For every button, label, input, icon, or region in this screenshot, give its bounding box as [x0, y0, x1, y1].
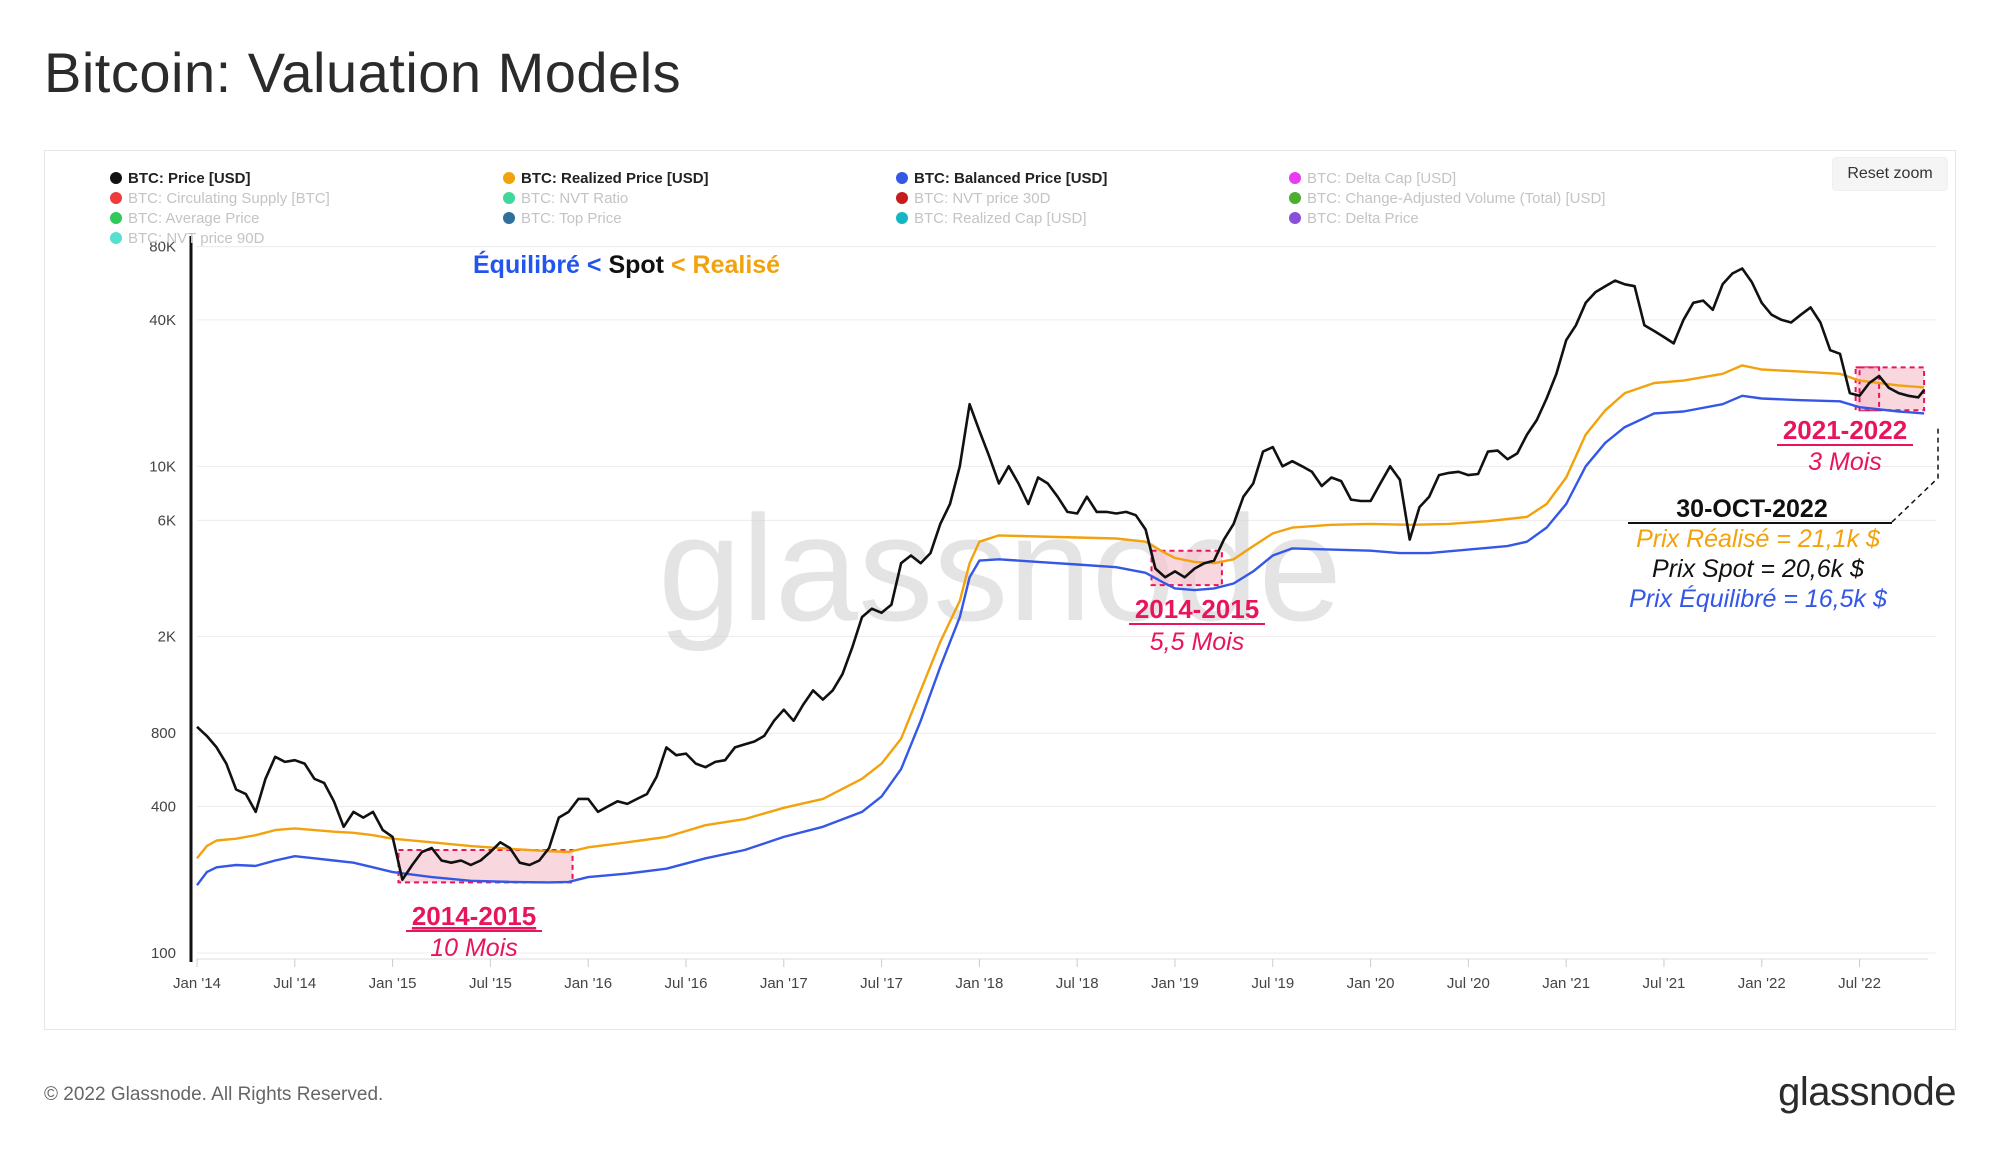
grid-layer — [197, 246, 1936, 954]
page-title: Bitcoin: Valuation Models — [44, 41, 682, 104]
legend-marker-icon — [110, 192, 122, 204]
legend-marker-icon — [503, 172, 515, 184]
x-tick-label: Jan '18 — [955, 975, 1003, 992]
box2-title: 2014-2015 — [1135, 594, 1259, 624]
legend-item[interactable]: BTC: Average Price — [110, 210, 259, 227]
y-axis-ticks: 100 400 800 2K 6K 10K 40K 80K — [149, 239, 176, 962]
x-tick-label: Jan '14 — [173, 975, 221, 992]
x-tick-label: Jul '16 — [665, 975, 708, 992]
legend-item[interactable]: BTC: Realized Cap [USD] — [896, 210, 1087, 227]
legend-label: BTC: Average Price — [128, 210, 259, 227]
legend-marker-icon — [503, 192, 515, 204]
series-line-balanced-price — [196, 394, 1925, 886]
box2-duration: 5,5 Mois — [1150, 628, 1244, 656]
bear-box-3b — [1858, 366, 1881, 412]
balanced-price-label: Prix Équilibré = 16,5k $ — [1629, 584, 1888, 613]
x-tick-label: Jul '21 — [1643, 975, 1686, 992]
legend-label: BTC: NVT price 90D — [128, 230, 265, 247]
box1-duration: 10 Mois — [430, 934, 518, 962]
series-line-realized-price — [196, 364, 1925, 860]
legend-label: BTC: Circulating Supply [BTC] — [128, 190, 330, 207]
legend-item[interactable]: BTC: NVT Ratio — [503, 190, 628, 207]
legend-marker-icon — [896, 192, 908, 204]
x-tick-label: Jul '18 — [1056, 975, 1099, 992]
date-label: 30-OCT-2022 — [1676, 495, 1827, 523]
y-tick-label: 10K — [149, 458, 176, 475]
series-layer — [196, 267, 1926, 886]
glassnode-logo: glassnode — [1778, 1070, 1956, 1114]
x-tick-label: Jul '17 — [860, 975, 903, 992]
legend-item[interactable]: BTC: NVT price 90D — [110, 230, 265, 247]
y-tick-label: 6K — [158, 512, 176, 529]
legend-marker-icon — [1289, 212, 1301, 224]
legend-item[interactable]: BTC: Delta Cap [USD] — [1289, 170, 1456, 187]
legend-item[interactable]: BTC: NVT price 30D — [896, 190, 1051, 207]
copyright: © 2022 Glassnode. All Rights Reserved. — [44, 1084, 384, 1105]
legend-item[interactable]: BTC: Price [USD] — [110, 170, 251, 187]
legend-marker-icon — [1289, 192, 1301, 204]
x-tick-label: Jul '19 — [1251, 975, 1294, 992]
legend-marker-icon — [896, 172, 908, 184]
box3-title: 2021-2022 — [1783, 415, 1907, 445]
callout-line — [1891, 425, 1939, 523]
ordering-annotation: Équilibré < Spot < Realisé — [473, 250, 780, 279]
legend-label: BTC: Price [USD] — [128, 170, 251, 187]
x-axis-ticks: Jan '14 Jul '14 Jan '15 Jul '15 Jan '16 Jul '… — [173, 958, 1928, 992]
y-tick-label: 100 — [151, 945, 176, 962]
legend-marker-icon — [110, 172, 122, 184]
legend-item[interactable]: BTC: Circulating Supply [BTC] — [110, 190, 330, 207]
chart-frame — [44, 150, 1956, 1030]
legend-marker-icon — [896, 212, 908, 224]
legend-label: BTC: NVT price 30D — [914, 190, 1051, 207]
x-tick-label: Jan '22 — [1738, 975, 1786, 992]
x-tick-label: Jul '22 — [1838, 975, 1881, 992]
realized-price-label: Prix Réalisé = 21,1k $ — [1636, 525, 1881, 553]
legend-label: BTC: Top Price — [521, 210, 622, 227]
legend-marker-icon — [110, 212, 122, 224]
y-tick-label: 80K — [149, 239, 176, 256]
series-line-price — [196, 267, 1926, 881]
y-tick-label: 800 — [151, 725, 176, 742]
spot-price-label: Prix Spot = 20,6k $ — [1652, 555, 1865, 583]
x-tick-label: Jan '17 — [760, 975, 808, 992]
legend-label: BTC: Balanced Price [USD] — [914, 170, 1107, 187]
legend-label: BTC: Realized Price [USD] — [521, 170, 709, 187]
legend-marker-icon — [503, 212, 515, 224]
legend-label: BTC: NVT Ratio — [521, 190, 628, 207]
x-tick-label: Jan '19 — [1151, 975, 1199, 992]
x-tick-label: Jan '20 — [1347, 975, 1395, 992]
x-tick-label: Jul '20 — [1447, 975, 1490, 992]
reset-zoom-button[interactable]: Reset zoom — [1832, 157, 1948, 191]
x-tick-label: Jul '15 — [469, 975, 512, 992]
y-tick-label: 40K — [149, 312, 176, 329]
legend-item[interactable]: BTC: Change-Adjusted Volume (Total) [USD… — [1289, 190, 1605, 207]
bear-box-2 — [1150, 549, 1223, 587]
x-tick-label: Jul '14 — [273, 975, 316, 992]
legend-label: BTC: Realized Cap [USD] — [914, 210, 1087, 227]
x-tick-label: Jan '21 — [1542, 975, 1590, 992]
y-tick-label: 400 — [151, 798, 176, 815]
legend-label: BTC: Delta Price — [1307, 210, 1419, 227]
box3-duration: 3 Mois — [1808, 448, 1882, 476]
legend: BTC: Price [USD] BTC: Realized Price [USD… — [110, 170, 1605, 247]
legend-label: BTC: Delta Cap [USD] — [1307, 170, 1456, 187]
box1-title: 2014-2015 — [412, 901, 536, 931]
legend-marker-icon — [110, 232, 122, 244]
y-tick-label: 2K — [158, 628, 176, 645]
legend-label: BTC: Change-Adjusted Volume (Total) [USD… — [1307, 190, 1605, 207]
legend-item[interactable]: BTC: Balanced Price [USD] — [896, 170, 1107, 187]
legend-item[interactable]: BTC: Top Price — [503, 210, 622, 227]
legend-marker-icon — [1289, 172, 1301, 184]
legend-item[interactable]: BTC: Realized Price [USD] — [503, 170, 709, 187]
x-tick-label: Jan '16 — [564, 975, 612, 992]
x-tick-label: Jan '15 — [369, 975, 417, 992]
legend-item[interactable]: BTC: Delta Price — [1289, 210, 1419, 227]
